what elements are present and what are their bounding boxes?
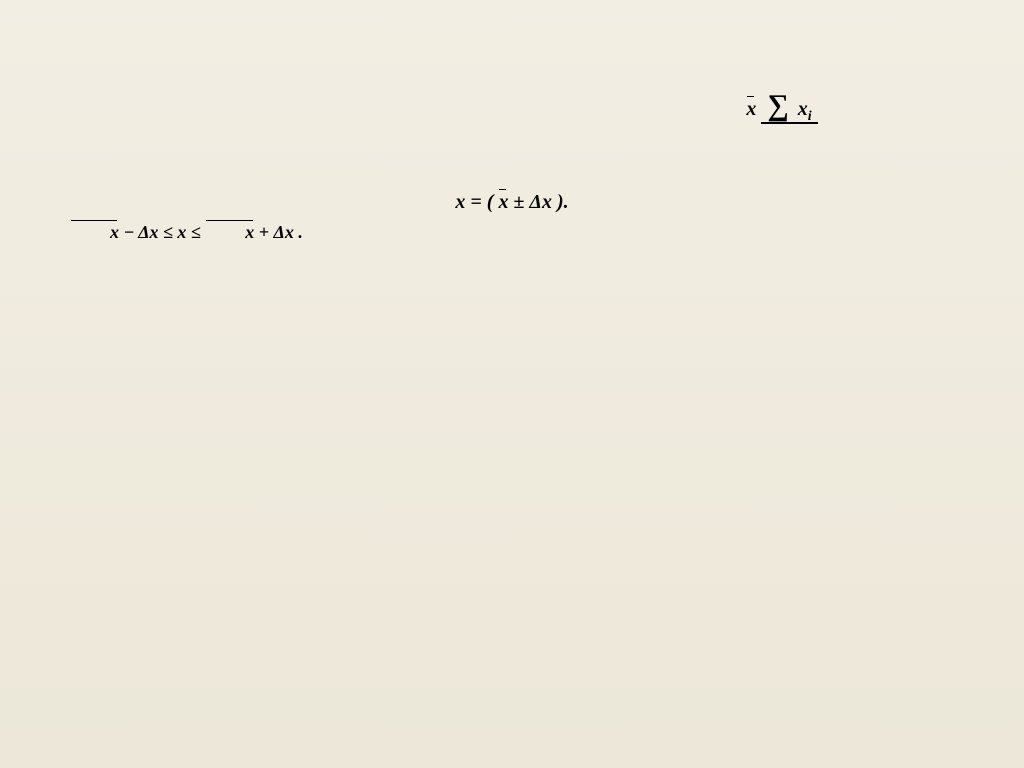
mean-formula: x ∑ xi xyxy=(746,93,817,127)
figure-row: x ∑ xi xyxy=(30,39,994,181)
result-formula: x = ( x ± Δx ). xyxy=(30,189,994,216)
closing: x − Δx ≤ x ≤ x + Δx . xyxy=(30,220,994,244)
interval-diagram xyxy=(206,41,686,181)
closing-formula: x − Δx ≤ x ≤ x + Δx . xyxy=(70,222,303,242)
interval-figure xyxy=(206,39,686,181)
